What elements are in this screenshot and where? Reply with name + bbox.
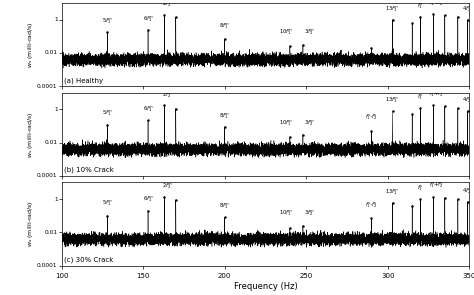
Text: $f^s_1$+$f^s_2$: $f^s_1$+$f^s_2$ — [429, 0, 444, 8]
Text: $f^s_1$: $f^s_1$ — [417, 183, 423, 193]
Y-axis label: $w_s$ (milli-rad/s): $w_s$ (milli-rad/s) — [26, 201, 35, 248]
Text: 0.01: 0.01 — [45, 50, 57, 55]
Text: 0.01: 0.01 — [45, 230, 57, 235]
Text: 13$f^m_1$: 13$f^m_1$ — [385, 4, 400, 14]
Text: (a) Healthy: (a) Healthy — [64, 77, 103, 83]
Text: $f^s_1$+$f^s_2$: $f^s_1$+$f^s_2$ — [429, 181, 444, 190]
Text: 5$f^m_1$: 5$f^m_1$ — [102, 108, 113, 118]
Text: 0.0001: 0.0001 — [37, 263, 57, 268]
Text: 10$f^m_1$: 10$f^m_1$ — [280, 27, 294, 37]
Text: 5$f^m_1$: 5$f^m_1$ — [102, 199, 113, 209]
Text: 4$f^m_2$: 4$f^m_2$ — [462, 186, 473, 196]
Text: 0.0001: 0.0001 — [37, 83, 57, 88]
Text: 8$f^m_1$: 8$f^m_1$ — [219, 202, 230, 212]
Text: 1: 1 — [54, 17, 57, 22]
Text: 0.01: 0.01 — [45, 140, 57, 145]
Text: 1: 1 — [54, 196, 57, 201]
Text: 1: 1 — [54, 107, 57, 112]
Text: $f^s_1$-$f^s_2$: $f^s_1$-$f^s_2$ — [365, 200, 378, 210]
Text: 6$f^m_1$: 6$f^m_1$ — [143, 14, 154, 24]
Text: (c) 30% Crack: (c) 30% Crack — [64, 257, 113, 263]
Text: 5$f^m_1$: 5$f^m_1$ — [102, 16, 113, 26]
Y-axis label: $w_s$ (milli-rad/s): $w_s$ (milli-rad/s) — [26, 21, 35, 68]
Text: $f^s_1$-$f^s_2$: $f^s_1$-$f^s_2$ — [365, 112, 378, 122]
Text: $f^s_1$: $f^s_1$ — [417, 1, 423, 11]
Text: 3$f^m_2$: 3$f^m_2$ — [304, 118, 315, 128]
Text: 6$f^m_1$: 6$f^m_1$ — [143, 104, 154, 114]
Text: 4$f^m_2$: 4$f^m_2$ — [462, 95, 473, 105]
Text: 3$f^m_2$: 3$f^m_2$ — [304, 209, 315, 219]
Text: 6$f^m_1$: 6$f^m_1$ — [143, 195, 154, 204]
X-axis label: Frequency (Hz): Frequency (Hz) — [234, 282, 297, 291]
Text: 0.0001: 0.0001 — [37, 173, 57, 178]
Text: 10$f^m_1$: 10$f^m_1$ — [280, 118, 294, 128]
Text: $f^s_1$: $f^s_1$ — [417, 92, 423, 102]
Text: 2$f^m_2$: 2$f^m_2$ — [162, 181, 173, 191]
Text: 2$f^m_2$: 2$f^m_2$ — [162, 90, 173, 100]
Text: 8$f^m_1$: 8$f^m_1$ — [219, 112, 230, 121]
Text: 2$f^m_2$: 2$f^m_2$ — [162, 0, 173, 9]
Text: 10$f^m_1$: 10$f^m_1$ — [280, 209, 294, 219]
Y-axis label: $w_s$ (milli-rad/s): $w_s$ (milli-rad/s) — [26, 111, 35, 158]
Text: 13$f^m_1$: 13$f^m_1$ — [385, 187, 400, 197]
Text: 8$f^m_1$: 8$f^m_1$ — [219, 22, 230, 31]
Text: 4$f^m_2$: 4$f^m_2$ — [462, 4, 473, 14]
Text: 13$f^m_1$: 13$f^m_1$ — [385, 95, 400, 105]
Text: (b) 10% Crack: (b) 10% Crack — [64, 167, 114, 173]
Text: $f^s_1$+$f^s_2$: $f^s_1$+$f^s_2$ — [429, 89, 444, 99]
Text: 3$f^m_2$: 3$f^m_2$ — [304, 27, 315, 37]
